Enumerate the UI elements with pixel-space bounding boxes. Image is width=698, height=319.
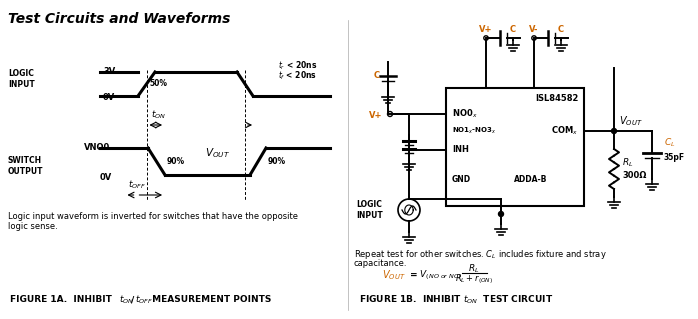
Text: FIGURE 1A.  INHIBIT: FIGURE 1A. INHIBIT (10, 295, 115, 305)
Text: COM$_x$: COM$_x$ (551, 125, 578, 137)
Text: $t_{OFF}$: $t_{OFF}$ (135, 294, 153, 306)
Text: ISL84582: ISL84582 (535, 94, 579, 103)
Text: $t_{ON}$: $t_{ON}$ (151, 108, 166, 121)
Text: GND: GND (452, 175, 471, 184)
Text: 90%: 90% (167, 157, 185, 166)
Text: 0V: 0V (100, 173, 112, 182)
Text: /: / (131, 295, 134, 305)
Text: LOGIC
INPUT: LOGIC INPUT (356, 200, 383, 220)
Text: $V_{OUT}$: $V_{OUT}$ (382, 268, 406, 282)
Text: capacitance.: capacitance. (354, 259, 408, 268)
Text: NO1$_x$-NO3$_x$: NO1$_x$-NO3$_x$ (452, 126, 496, 136)
Text: 50%: 50% (149, 79, 168, 88)
Text: $t_r$ < 20ns: $t_r$ < 20ns (278, 60, 318, 72)
Text: LOGIC
INPUT: LOGIC INPUT (8, 69, 35, 89)
Text: $t_{ON}$: $t_{ON}$ (119, 294, 134, 306)
Text: V+: V+ (369, 112, 383, 121)
Text: C: C (510, 26, 516, 34)
Text: SWITCH
OUTPUT: SWITCH OUTPUT (8, 156, 43, 176)
Text: 90%: 90% (268, 157, 286, 166)
Text: 35pF: 35pF (664, 152, 685, 161)
Text: logic sense.: logic sense. (8, 222, 58, 231)
Text: C: C (374, 71, 380, 80)
Text: ADDA-B: ADDA-B (514, 175, 547, 184)
Circle shape (611, 129, 616, 133)
Text: MEASUREMENT POINTS: MEASUREMENT POINTS (149, 295, 272, 305)
Text: 3V: 3V (103, 68, 115, 77)
Text: NO0$_x$: NO0$_x$ (452, 108, 477, 120)
Text: Logic input waveform is inverted for switches that have the opposite: Logic input waveform is inverted for swi… (8, 212, 298, 221)
Text: = $V_{(NO\ or\ NC)}$: = $V_{(NO\ or\ NC)}$ (409, 268, 461, 282)
Text: C: C (558, 26, 564, 34)
Text: FIGURE 1B.  INHIBIT $t_{ON}$  TEST CIRCUIT: FIGURE 1B. INHIBIT $t_{ON}$ TEST CIRCUIT (359, 294, 554, 306)
Text: INH: INH (452, 145, 469, 154)
Text: VNO0: VNO0 (84, 144, 110, 152)
Bar (446, 88, 584, 206)
Text: $R_L$: $R_L$ (468, 263, 480, 275)
Text: $C_L$: $C_L$ (664, 137, 676, 149)
Text: $R_L + r_{(ON)}$: $R_L + r_{(ON)}$ (455, 272, 493, 286)
Text: Repeat test for other switches. $C_L$ includes fixture and stray: Repeat test for other switches. $C_L$ in… (354, 248, 607, 261)
Text: $V_{OUT}$: $V_{OUT}$ (205, 146, 230, 160)
Text: 300Ω: 300Ω (622, 170, 646, 180)
Text: $t_{OFF}$: $t_{OFF}$ (128, 179, 147, 191)
Circle shape (498, 211, 503, 217)
Text: V-: V- (529, 26, 539, 34)
Text: $R_L$: $R_L$ (622, 157, 633, 169)
Text: $t_f$ < 20ns: $t_f$ < 20ns (278, 70, 317, 82)
Text: $V_{OUT}$: $V_{OUT}$ (619, 114, 643, 128)
Text: V+: V+ (480, 26, 493, 34)
Text: Test Circuits and Waveforms: Test Circuits and Waveforms (8, 12, 230, 26)
Text: 0V: 0V (103, 93, 115, 102)
